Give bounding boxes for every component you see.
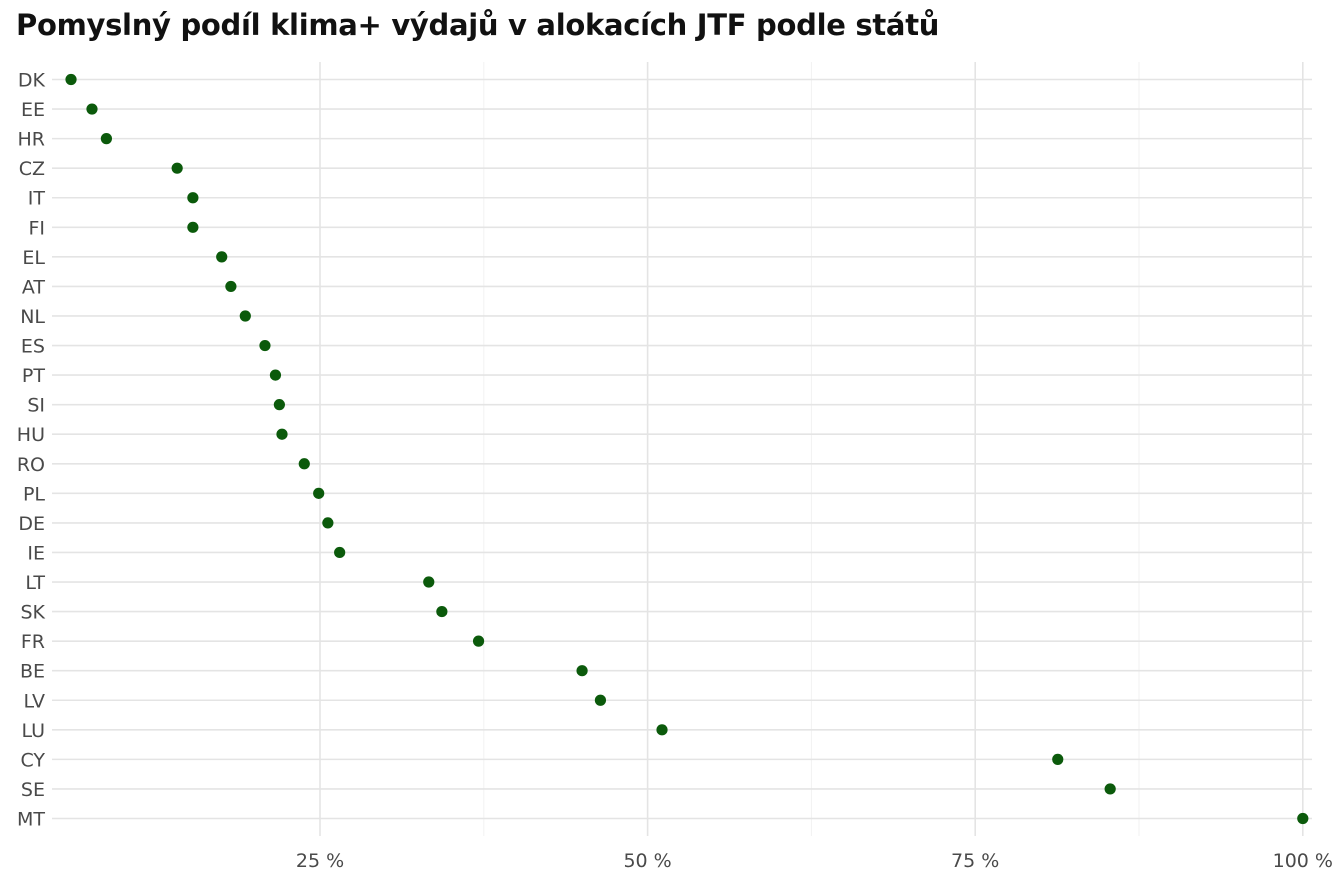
data-point-mt: [1297, 812, 1309, 825]
data-point-at: [225, 280, 237, 293]
y-tick-label: BE: [20, 661, 45, 683]
data-point-si: [273, 399, 285, 411]
y-tick-label: RO: [17, 454, 45, 476]
y-tick-label: ES: [21, 336, 45, 358]
y-tick-label: FR: [21, 631, 45, 653]
data-point-ro: [298, 458, 310, 470]
data-point-ie: [334, 546, 346, 559]
y-tick-label: LT: [25, 572, 45, 594]
y-tick-label: DK: [18, 70, 46, 92]
data-point-el: [216, 251, 228, 263]
data-point-lt: [423, 576, 435, 588]
data-point-dk: [65, 73, 77, 86]
y-tick-label: HR: [18, 129, 46, 151]
y-tick-label: NL: [20, 306, 45, 328]
x-tick-label: 50 %: [623, 850, 671, 872]
x-axis: 25 % 50 % 75 % 100 %: [296, 850, 1333, 872]
data-point-fi: [187, 221, 199, 233]
y-tick-label: LV: [24, 690, 46, 712]
data-point-se: [1104, 783, 1116, 795]
y-tick-label: CY: [20, 749, 45, 771]
data-point-pl: [313, 487, 325, 499]
y-tick-label: IE: [27, 542, 45, 564]
data-point-pt: [269, 369, 282, 381]
y-tick-label: FI: [28, 217, 45, 239]
data-point-it: [187, 192, 199, 204]
y-tick-label: HU: [17, 424, 45, 446]
y-tick-label: SK: [20, 602, 45, 624]
x-tick-label: 25 %: [296, 850, 344, 872]
y-tick-label: EL: [22, 247, 45, 269]
x-tick-label: 75 %: [951, 850, 999, 872]
data-point-hr: [100, 133, 113, 145]
y-tick-label: LU: [21, 720, 45, 742]
chart-title: Pomyslný podíl klima+ výdajů v alokacích…: [16, 8, 940, 42]
data-point-nl: [239, 310, 251, 322]
y-tick-label: SI: [27, 395, 45, 417]
y-tick-label: CZ: [19, 158, 45, 180]
data-points: [65, 73, 1309, 825]
data-point-sk: [436, 605, 448, 618]
y-tick-label: AT: [22, 276, 46, 298]
data-point-cy: [1052, 753, 1064, 765]
data-point-cz: [171, 162, 183, 174]
data-point-fr: [472, 635, 485, 647]
y-tick-label: PL: [23, 483, 45, 505]
data-point-es: [259, 339, 271, 352]
data-point-lu: [656, 724, 668, 736]
data-point-lv: [594, 694, 607, 706]
data-point-be: [576, 665, 588, 677]
data-point-de: [322, 517, 334, 529]
y-tick-label: SE: [21, 779, 45, 801]
y-tick-label: MT: [17, 809, 45, 831]
y-tick-label: EE: [21, 99, 45, 121]
y-tick-label: IT: [28, 188, 46, 210]
y-tick-label: DE: [18, 513, 45, 535]
data-point-hu: [276, 428, 288, 440]
minor-gridlines: [483, 62, 1140, 836]
y-tick-label: PT: [22, 365, 45, 387]
x-tick-label: 100 %: [1273, 850, 1333, 872]
major-gridlines: [52, 62, 1312, 836]
y-axis: DK EE HR CZ IT FI EL AT NL ES PT SI HU RO PL DE IE LT SK FR…: [17, 70, 46, 831]
data-point-ee: [86, 103, 98, 115]
